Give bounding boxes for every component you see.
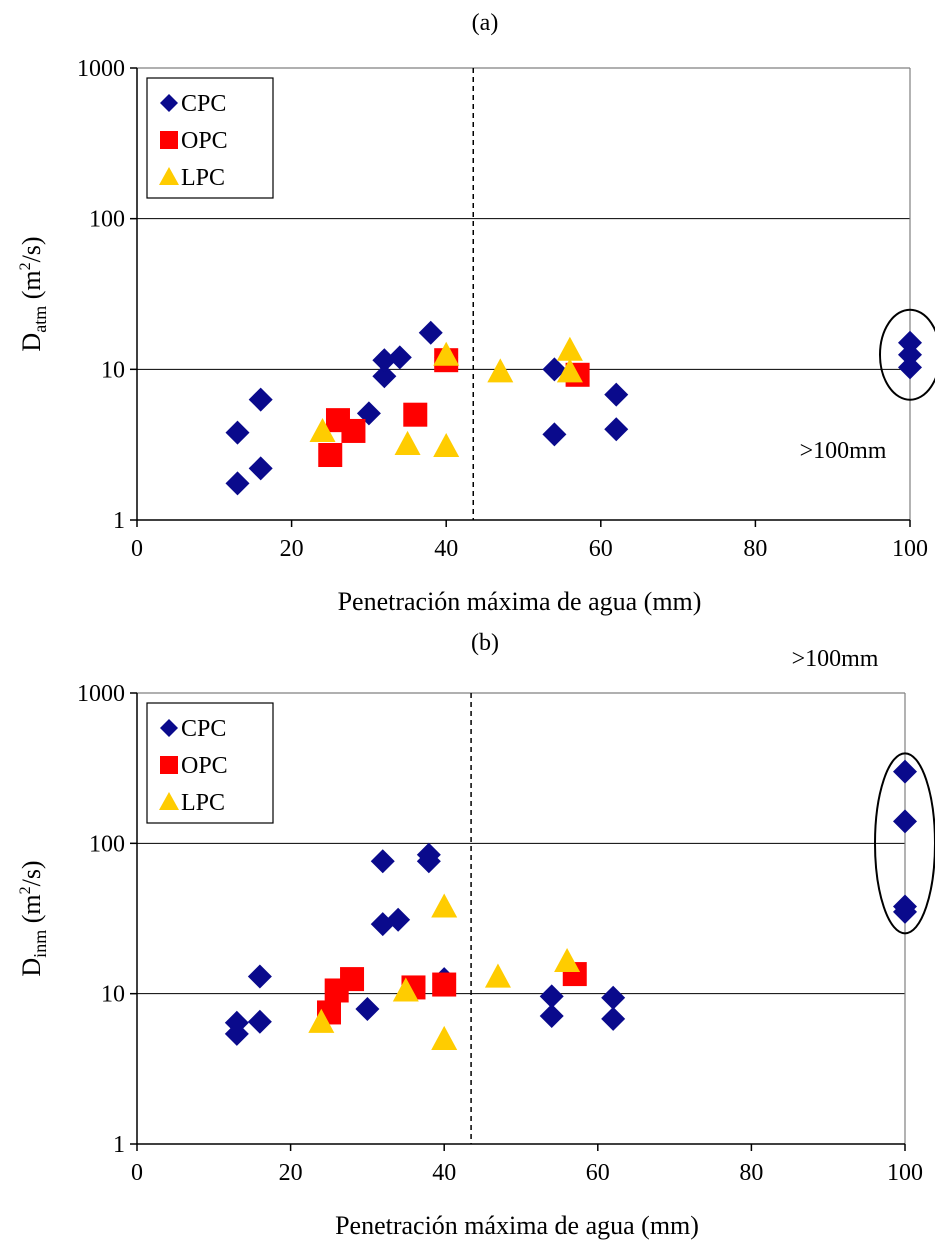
x-axis-label: Penetración máxima de agua (mm) — [335, 1211, 699, 1240]
legend-label: OPC — [181, 753, 228, 779]
legend-label: CPC — [181, 91, 226, 117]
highlight-ellipse — [874, 752, 935, 935]
plot-area-b: 1 10 100 1000 0 20 40 60 80 100 >100mm CPC OPC LPC Pen… — [17, 646, 935, 1240]
data-point-opc — [403, 402, 428, 427]
data-point-cpc — [416, 842, 441, 867]
data-point-cpc — [601, 985, 626, 1010]
x-tick-label: 40 — [434, 536, 458, 562]
data-point-cpc — [387, 345, 412, 370]
data-point-cpc — [893, 759, 917, 784]
data-point-cpc — [247, 964, 272, 989]
x-tick-label: 80 — [739, 1160, 763, 1186]
data-point-cpc — [893, 809, 917, 834]
data-point-cpc — [224, 1010, 249, 1035]
panel-label-b: (b) — [471, 630, 499, 656]
data-point-cpc — [601, 1006, 626, 1031]
legend-marker-opc — [160, 756, 178, 774]
data-point-cpc — [539, 984, 564, 1009]
y-tick-label: 10 — [101, 357, 125, 383]
data-point-lpc — [431, 893, 458, 918]
data-point-lpc — [484, 963, 511, 988]
panel-label-a: (a) — [472, 10, 499, 36]
y-tick-label: 1 — [113, 508, 125, 534]
data-point-cpc — [386, 907, 411, 932]
x-tick-label: 100 — [887, 1160, 923, 1186]
x-tick-label: 0 — [131, 536, 143, 562]
data-point-cpc — [604, 382, 629, 407]
legend-marker-cpc — [160, 94, 178, 112]
data-point-lpc — [556, 336, 583, 361]
data-point-opc — [318, 443, 343, 468]
data-point-lpc — [556, 358, 583, 383]
y-axis-label: Datm (m2/s) — [17, 236, 50, 351]
data-point-cpc — [604, 417, 629, 442]
data-point-lpc — [554, 947, 581, 973]
data-point-cpc — [542, 422, 567, 447]
data-point-cpc — [418, 320, 443, 345]
x-tick-label: 0 — [131, 1160, 143, 1186]
data-point-cpc — [355, 997, 380, 1022]
x-axis-label: Penetración máxima de agua (mm) — [338, 587, 702, 616]
y-tick-label: 100 — [89, 831, 125, 857]
x-tick-label: 40 — [432, 1160, 456, 1186]
x-tick-label: 20 — [279, 1160, 303, 1186]
legend-marker-lpc — [159, 792, 179, 810]
data-point-cpc — [248, 387, 273, 412]
data-point-cpc — [372, 364, 397, 389]
y-tick-label: 100 — [89, 207, 125, 233]
data-point-cpc — [247, 1009, 272, 1034]
data-point-cpc — [225, 420, 250, 445]
y-tick-label: 1000 — [77, 681, 125, 707]
highlight-ellipse — [879, 308, 935, 401]
x-tick-label: 80 — [743, 536, 767, 562]
legend-label: CPC — [181, 716, 226, 742]
data-point-lpc — [431, 1025, 458, 1050]
data-point-lpc — [487, 358, 514, 383]
y-tick-label: 1000 — [77, 56, 125, 82]
legend-marker-opc — [160, 131, 178, 149]
data-point-lpc — [394, 430, 421, 455]
legend-label: LPC — [181, 165, 225, 191]
data-point-cpc — [539, 1004, 564, 1029]
legend-label: LPC — [181, 790, 225, 816]
data-point-lpc — [308, 1008, 335, 1033]
data-point-cpc — [225, 471, 250, 496]
x-tick-label: 60 — [586, 1160, 610, 1186]
data-point-lpc — [433, 432, 460, 458]
x-tick-label: 60 — [589, 536, 613, 562]
data-point-cpc — [542, 357, 567, 382]
x-tick-label: 20 — [280, 536, 304, 562]
legend-label: OPC — [181, 128, 228, 154]
y-axis-label: Dinm (m2/s) — [17, 860, 50, 976]
data-point-opc — [340, 967, 365, 992]
data-point-cpc — [370, 849, 395, 874]
data-point-lpc — [392, 977, 419, 1002]
data-point-lpc — [309, 417, 336, 442]
data-point-opc — [341, 418, 366, 443]
data-point-cpc — [898, 355, 922, 380]
data-point-cpc — [372, 348, 397, 373]
data-point-opc — [432, 972, 457, 997]
data-point-cpc — [893, 899, 917, 924]
chart-b: (b) 1 10 100 1000 0 20 40 60 80 100 >100mm CPC OPC LP… — [17, 630, 935, 1240]
x-tick-label: 100 — [892, 536, 928, 562]
chart-a: (a) 1 10 100 1000 0 20 40 60 80 100 >100mm CPC OPC LP… — [17, 10, 935, 616]
annotation-label: >100mm — [800, 438, 887, 464]
data-point-cpc — [248, 456, 273, 481]
data-point-cpc — [898, 342, 922, 367]
legend: CPC OPC LPC — [146, 77, 274, 199]
annotation-label: >100mm — [792, 646, 879, 672]
y-tick-label: 1 — [113, 1132, 125, 1158]
plot-area-a: 1 10 100 1000 0 20 40 60 80 100 >100mm CPC OPC LPC Pen… — [17, 56, 935, 616]
y-tick-label: 10 — [101, 982, 125, 1008]
legend: CPC OPC LPC — [146, 702, 274, 824]
legend-marker-lpc — [159, 167, 179, 185]
data-point-lpc — [433, 341, 460, 366]
legend-marker-cpc — [160, 719, 178, 737]
